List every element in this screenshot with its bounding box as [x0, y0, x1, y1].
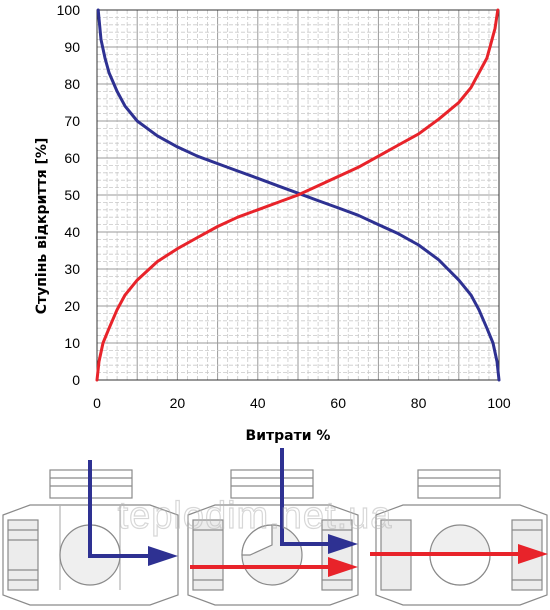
y-tick-label: 30	[64, 261, 80, 277]
y-tick-label: 100	[57, 2, 81, 18]
x-tick-label: 100	[487, 395, 511, 411]
x-tick-label: 0	[93, 395, 101, 411]
valve-diagram-3	[375, 469, 548, 606]
y-tick-label: 0	[72, 372, 80, 388]
y-tick-label: 50	[64, 187, 80, 203]
series-layer	[95, 8, 501, 382]
y-axis-title: Ступінь відкриття [%]	[34, 138, 50, 315]
valve-2-blue-arrowhead	[328, 534, 358, 554]
plot-grid	[97, 10, 499, 380]
y-tick-label: 20	[64, 298, 80, 314]
y-tick-label: 60	[64, 150, 80, 166]
valve-diagram-1	[2, 469, 179, 606]
valve-3-top-port	[417, 469, 501, 499]
series-line-blue	[96, 8, 501, 382]
valve-2-blue-flow-arrow	[280, 448, 330, 546]
watermark: teplodim.net.ua	[118, 495, 393, 537]
y-tick-label: 10	[64, 335, 80, 351]
valve-diagram-2	[187, 469, 359, 606]
valve-2-left-thread	[192, 519, 224, 591]
valve-1-blue-arrowhead	[148, 546, 178, 566]
valve-2-top-port	[230, 469, 314, 499]
y-tick-label: 80	[64, 76, 80, 92]
flow-arrows	[88, 448, 548, 577]
valve-1-left-thread	[7, 519, 39, 591]
x-tick-label: 20	[170, 395, 186, 411]
valve-2-body	[187, 504, 359, 606]
valve-diagrams	[2, 469, 548, 606]
y-tick-label: 40	[64, 224, 80, 240]
valve-3-red-arrowhead	[518, 544, 548, 564]
y-tick-label: 90	[64, 39, 80, 55]
x-tick-label: 40	[250, 395, 266, 411]
plot-border	[96, 9, 500, 381]
valve-3-body	[375, 504, 548, 606]
x-tick-label: 60	[330, 395, 346, 411]
valve-1-body	[2, 504, 179, 606]
tick-labels: 0 20 40 60 80 100 0 10 20 30 40 50 60 70 80 90 100	[57, 2, 511, 411]
y-tick-label: 70	[64, 113, 80, 129]
series-line-red	[95, 8, 500, 382]
valve-2-red-arrowhead	[328, 557, 358, 577]
x-tick-label: 80	[411, 395, 427, 411]
x-axis-title: Витрати %	[246, 428, 331, 444]
plot-frame	[96, 9, 500, 381]
valve-1-blue-flow-arrow	[88, 460, 150, 558]
valve-2-right-thread	[321, 519, 353, 591]
